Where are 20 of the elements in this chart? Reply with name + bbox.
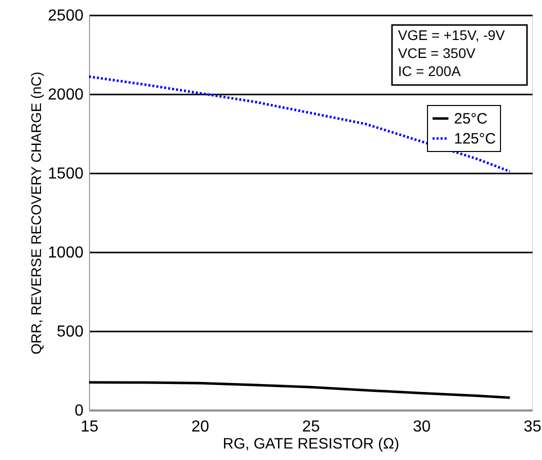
y-tick-label: 2500 bbox=[48, 8, 84, 24]
y-axis-title: QRR, REVERSE RECOVERY CHARGE (nC) bbox=[28, 72, 44, 354]
legend-label: 25°C bbox=[454, 110, 488, 128]
y-tick-label: 1500 bbox=[48, 166, 84, 182]
x-axis-title: RG, GATE RESISTOR (Ω) bbox=[222, 436, 400, 452]
x-tick-label: 30 bbox=[412, 418, 431, 436]
y-tick-label: 2000 bbox=[48, 86, 84, 104]
x-tick-label: 25 bbox=[302, 418, 320, 436]
x-tick-label: 20 bbox=[191, 418, 210, 436]
line-series bbox=[89, 381, 512, 399]
annotation: VCE = 350V bbox=[398, 45, 476, 61]
annotation: VGE = +15V, -9V bbox=[398, 27, 506, 43]
x-tick-label: 15 bbox=[80, 418, 98, 436]
y-tick-label: 500 bbox=[56, 324, 84, 340]
x-tick-label: 35 bbox=[524, 418, 542, 436]
line-series bbox=[89, 75, 512, 173]
y-tick-label: 0 bbox=[74, 402, 84, 420]
annotation: IC = 200A bbox=[398, 63, 462, 79]
legend-label: 125°C bbox=[454, 130, 496, 148]
y-tick-label: 1000 bbox=[48, 244, 84, 262]
